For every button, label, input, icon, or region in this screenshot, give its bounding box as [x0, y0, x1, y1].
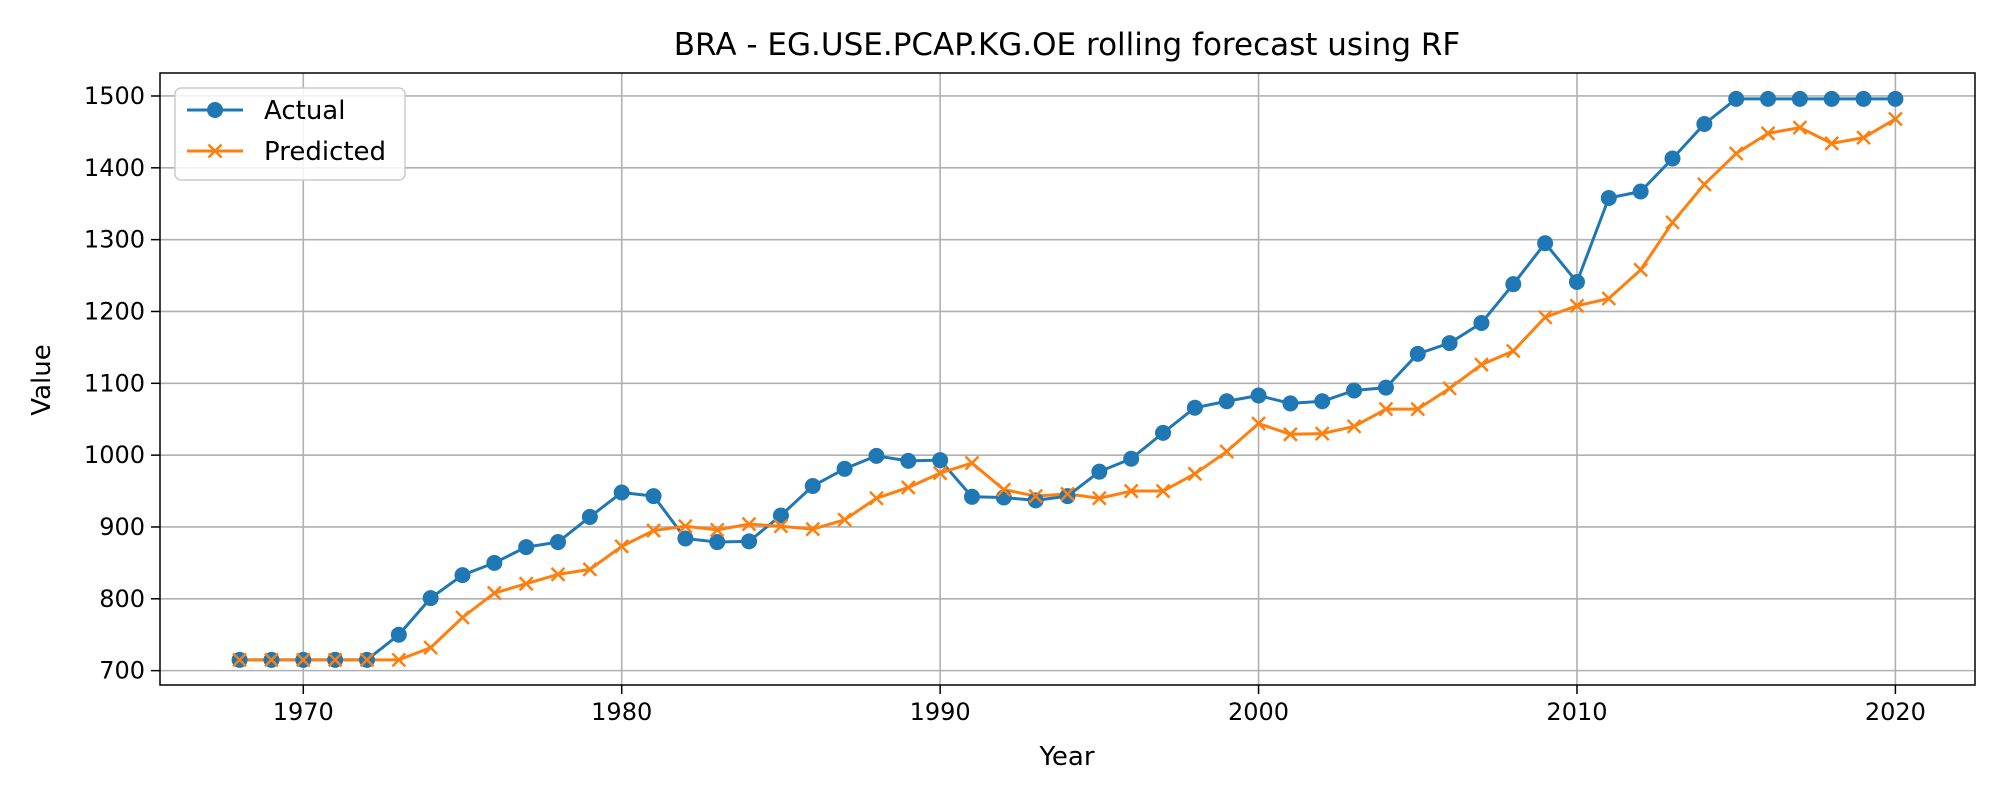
data-point-actual [1060, 488, 1076, 504]
y-tick-label: 900 [99, 513, 145, 541]
data-point-actual [423, 590, 439, 606]
x-axis-label: Year [1038, 742, 1094, 772]
y-tick-label: 700 [99, 657, 145, 685]
x-tick-label: 1990 [910, 698, 971, 726]
data-point-actual [550, 534, 566, 550]
chart-title: BRA - EG.USE.PCAP.KG.OE rolling forecast… [674, 27, 1460, 63]
data-point-actual [741, 533, 757, 549]
data-point-actual [964, 489, 980, 505]
data-point-actual [1728, 91, 1744, 107]
data-point-actual [1473, 315, 1489, 331]
data-point-actual [805, 478, 821, 494]
data-point-actual [1760, 91, 1776, 107]
data-point-actual [996, 490, 1012, 506]
data-point-actual [1314, 393, 1330, 409]
data-point-actual [1187, 400, 1203, 416]
x-tick-label: 1970 [273, 698, 334, 726]
legend-label-actual: Actual [264, 96, 345, 126]
y-tick-label: 1200 [84, 297, 145, 325]
data-point-actual [1601, 190, 1617, 206]
legend-label-predicted: Predicted [264, 137, 386, 167]
x-tick-label: 1980 [591, 698, 652, 726]
data-point-actual [1824, 91, 1840, 107]
x-tick-label: 2000 [1228, 698, 1289, 726]
data-point-actual [1537, 235, 1553, 251]
data-point-actual [1282, 395, 1298, 411]
legend: Actual Predicted [175, 88, 405, 180]
data-point-actual [837, 461, 853, 477]
data-point-actual [1251, 388, 1267, 404]
data-point-actual [518, 539, 534, 555]
data-point-actual [868, 448, 884, 464]
data-point-actual [1442, 335, 1458, 351]
data-point-actual [1378, 380, 1394, 396]
data-point-actual [1410, 346, 1426, 362]
y-tick-label: 1000 [84, 441, 145, 469]
data-point-actual [1633, 184, 1649, 200]
data-point-actual [455, 567, 471, 583]
data-point-actual [1091, 464, 1107, 480]
data-point-actual [1505, 276, 1521, 292]
x-tick-label: 2010 [1546, 698, 1607, 726]
data-point-actual [1887, 91, 1903, 107]
data-point-actual [614, 484, 630, 500]
data-point-actual [1792, 91, 1808, 107]
data-point-actual [1219, 393, 1235, 409]
data-point-actual [1665, 150, 1681, 166]
data-point-actual [1696, 116, 1712, 132]
data-point-actual [1155, 425, 1171, 441]
y-tick-label: 800 [99, 585, 145, 613]
data-point-actual [486, 555, 502, 571]
data-point-actual [1856, 91, 1872, 107]
data-point-actual [391, 627, 407, 643]
y-tick-label: 1100 [84, 369, 145, 397]
legend-marker-actual [207, 102, 223, 118]
data-point-actual [1346, 382, 1362, 398]
y-tick-label: 1500 [84, 82, 145, 110]
data-point-actual [900, 453, 916, 469]
x-tick-label: 2020 [1865, 698, 1926, 726]
data-point-actual [1123, 451, 1139, 467]
data-point-actual [582, 509, 598, 525]
data-point-actual [646, 488, 662, 504]
data-point-actual [1569, 274, 1585, 290]
y-tick-label: 1400 [84, 154, 145, 182]
y-axis-label: Value [27, 344, 57, 415]
y-tick-label: 1300 [84, 226, 145, 254]
